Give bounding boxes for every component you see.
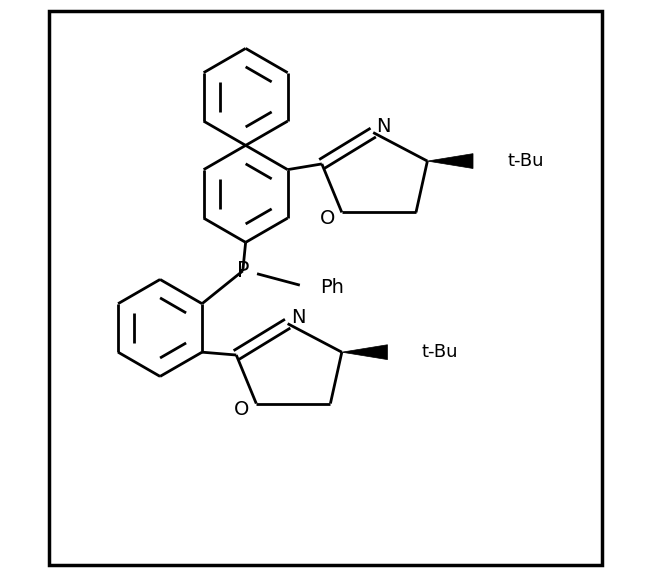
Text: O: O [234,400,250,419]
Text: N: N [376,118,391,137]
Text: t-Bu: t-Bu [422,343,458,361]
Polygon shape [342,345,387,359]
Text: N: N [290,309,305,327]
Text: t-Bu: t-Bu [507,152,544,170]
Polygon shape [428,154,473,169]
Text: P: P [236,261,249,281]
Text: Ph: Ph [320,279,344,297]
Text: O: O [320,209,335,228]
